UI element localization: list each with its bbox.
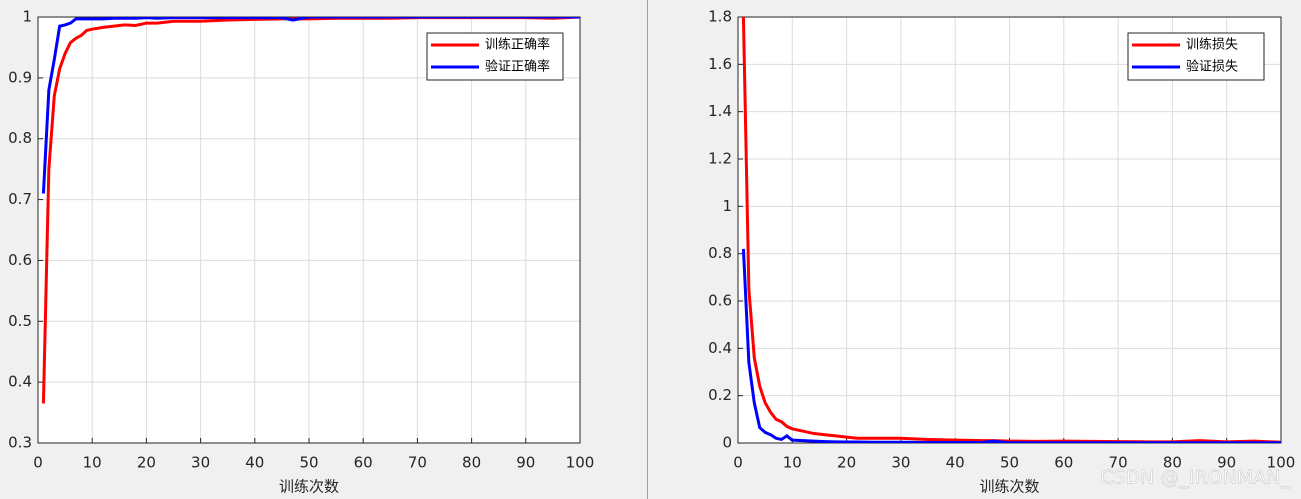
y-tick-label: 0.4 <box>708 339 732 357</box>
x-tick-label: 10 <box>83 454 102 472</box>
x-axis-label: 训练次数 <box>979 478 1039 496</box>
data-line <box>41 17 580 194</box>
legend-label: 验证损失 <box>1186 59 1238 75</box>
x-tick-label: 50 <box>1000 454 1019 472</box>
y-tick-label: 0.5 <box>8 312 32 330</box>
y-tick-label: 1 <box>722 197 732 215</box>
y-tick-label: 0.4 <box>8 373 32 391</box>
data-line <box>741 248 1281 443</box>
y-tick-label: 0.9 <box>8 68 32 86</box>
x-tick-label: 10 <box>783 454 802 472</box>
x-tick-label: 100 <box>566 454 595 472</box>
x-tick-label: 20 <box>137 454 156 472</box>
y-tick-label: 1.6 <box>708 55 732 73</box>
chart: 0 10 20 30 40 50 60 70 80 90 100 0.3 0.4 0.5 0.6 0.7 0.8… <box>8 8 594 496</box>
x-tick-label: 60 <box>1054 454 1073 472</box>
y-tick-label: 0.6 <box>8 251 32 269</box>
y-tick-label: 0.8 <box>8 129 32 147</box>
y-tick-label: 0.6 <box>708 292 732 310</box>
legend-box <box>426 32 564 81</box>
x-tick-label: 50 <box>299 454 318 472</box>
y-tick-label: 1 <box>22 8 32 26</box>
y-tick-label: 0.8 <box>708 244 732 262</box>
legend-label: 验证正确率 <box>485 59 550 75</box>
y-tick-label: 1.8 <box>708 8 732 26</box>
legend-box <box>1127 32 1265 81</box>
y-tick-label: 1.4 <box>708 102 732 120</box>
x-tick-label: 70 <box>408 454 427 472</box>
y-tick-label: 0.7 <box>8 190 32 208</box>
x-tick-label: 0 <box>733 454 743 472</box>
x-tick-label: 60 <box>354 454 373 472</box>
x-axis-label: 训练次数 <box>279 478 339 496</box>
x-tick-label: 80 <box>462 454 481 472</box>
y-tick-label: 0.3 <box>8 434 32 452</box>
x-tick-label: 40 <box>245 454 264 472</box>
watermark: CSDN @_IRONMAN_ <box>1100 467 1290 489</box>
x-tick-label: 90 <box>1217 454 1236 472</box>
x-tick-label: 0 <box>33 454 43 472</box>
x-tick-label: 20 <box>837 454 856 472</box>
legend-label: 训练正确率 <box>485 37 550 53</box>
x-tick-label: 90 <box>516 454 535 472</box>
x-tick-label: 100 <box>1267 454 1296 472</box>
x-tick-label: 30 <box>891 454 910 472</box>
legend-label: 训练损失 <box>1186 38 1238 53</box>
x-tick-label: 70 <box>1109 454 1128 472</box>
y-tick-label: 0 <box>722 434 732 452</box>
y-tick-label: 0.2 <box>708 386 732 404</box>
y-tick-label: 1.2 <box>708 150 732 168</box>
x-tick-label: 80 <box>1163 454 1182 472</box>
x-tick-label: 40 <box>946 454 965 472</box>
chart: 0 10 20 30 40 50 60 70 80 90 100 0 0.2 0.4 0.6 0.8 1 1.2 1… <box>708 8 1295 496</box>
x-tick-label: 30 <box>191 454 210 472</box>
